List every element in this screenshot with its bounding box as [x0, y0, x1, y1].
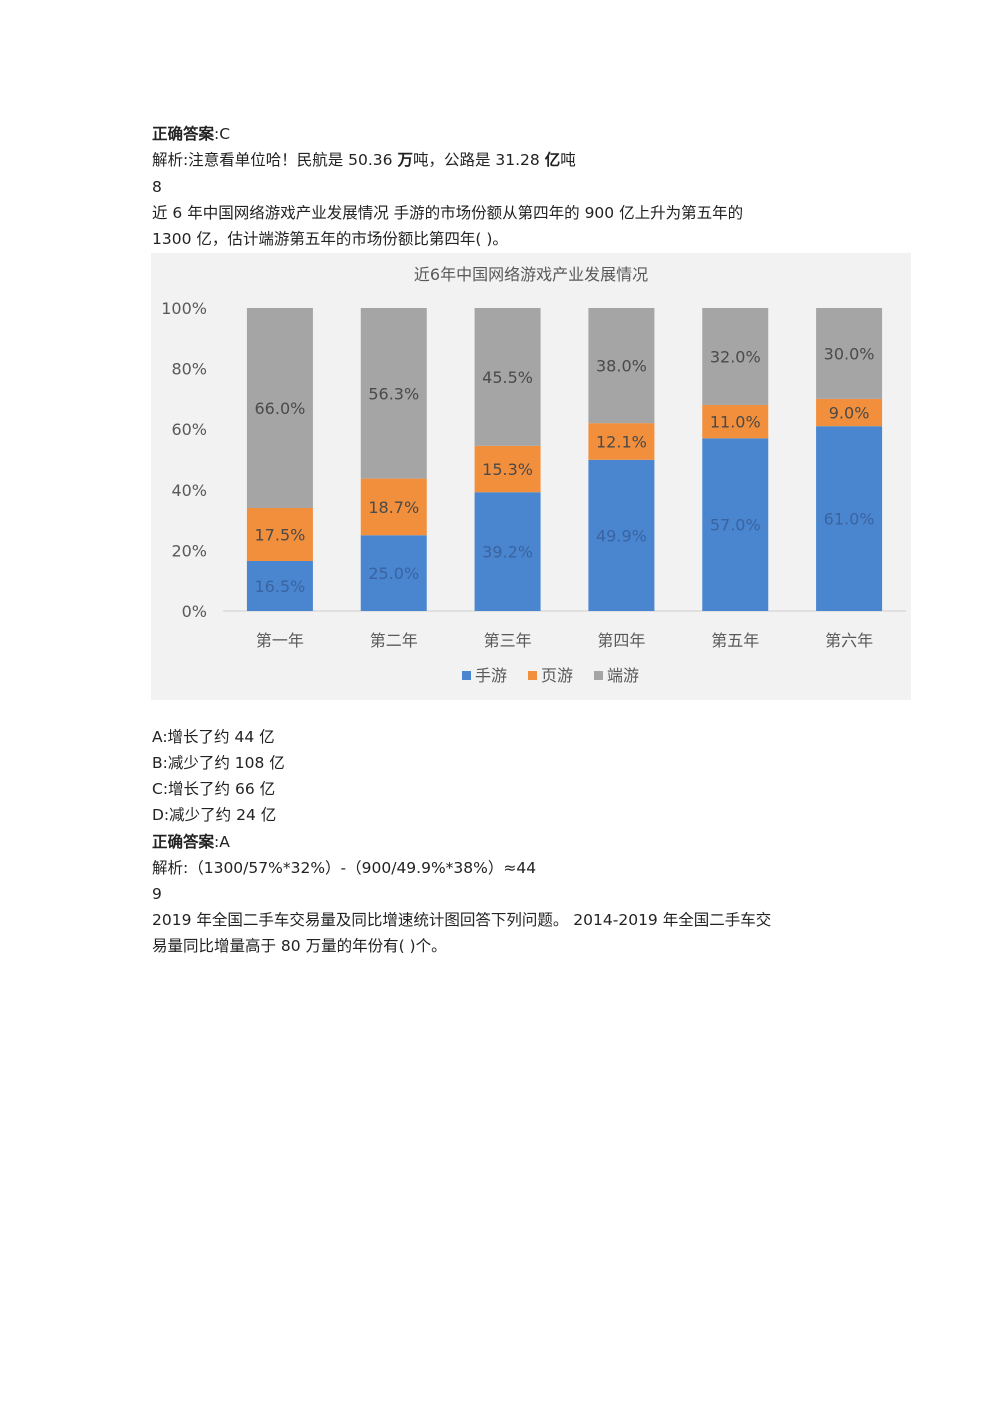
legend-swatch [462, 671, 471, 680]
data-label: 66.0% [255, 399, 306, 418]
data-label: 38.0% [596, 357, 647, 376]
data-label: 57.0% [710, 516, 761, 535]
data-label: 30.0% [824, 344, 875, 363]
bar-segment [474, 492, 541, 611]
answer-label: 正确答案 [152, 833, 215, 851]
legend-swatch [594, 671, 603, 680]
q8-number: 8 [152, 178, 162, 196]
data-label: 18.7% [368, 498, 419, 517]
y-tick-label: 60% [171, 420, 207, 439]
x-tick-label: 第二年 [370, 631, 418, 650]
answer-value: :A [214, 833, 230, 851]
bar-segment [816, 398, 883, 427]
data-label: 9.0% [829, 404, 870, 423]
q8-option-a: A:增长了约 44 亿 [152, 728, 275, 746]
analysis-unit-yi: 亿 [544, 151, 561, 169]
data-label: 16.5% [255, 577, 306, 596]
data-label: 12.1% [596, 432, 647, 451]
answer-label: 正确答案 [152, 125, 215, 143]
legend-label: 端游 [607, 666, 639, 685]
bar-segment [246, 507, 313, 562]
data-label: 11.0% [710, 413, 761, 432]
q7-answer: 正确答案:C [152, 124, 230, 144]
data-label: 39.2% [482, 543, 533, 562]
data-label: 32.0% [710, 347, 761, 366]
bar-segment [588, 423, 655, 460]
chart-svg: 近6年中国网络游戏产业发展情况 0% 20% 40% 60% 80% 100% 16.5% 17… [161, 265, 906, 685]
bar-segment [588, 459, 655, 611]
data-label: 61.0% [824, 510, 875, 529]
q8-question-line1: 近 6 年中国网络游戏产业发展情况 手游的市场份额从第四年的 900 亿上升为第… [152, 204, 744, 222]
chart-title: 近6年中国网络游戏产业发展情况 [414, 265, 648, 284]
analysis-text: 解析:注意看单位哈！民航是 50.36 [152, 151, 398, 169]
x-tick-label: 第一年 [256, 631, 304, 650]
y-tick-label: 0% [182, 602, 207, 621]
q9-question-line2: 易量同比增量高于 80 万量的年份有( )个。 [152, 937, 447, 955]
bar-segment [816, 308, 883, 399]
y-tick-label: 80% [171, 360, 207, 379]
x-tick-label: 第三年 [484, 631, 532, 650]
bar-segment [474, 308, 541, 446]
q8-option-c: C:增长了约 66 亿 [152, 780, 276, 798]
bar-segment [360, 535, 427, 611]
bar-segment [474, 445, 541, 493]
data-label: 56.3% [368, 384, 419, 403]
bar-segment [702, 438, 769, 611]
q8-analysis: 解析:（1300/57%*32%）-（900/49.9%*38%）≈44 [152, 859, 537, 877]
x-tick-label: 第四年 [597, 631, 645, 650]
data-label: 49.9% [596, 526, 647, 545]
q8-answer: 正确答案:A [152, 832, 230, 852]
data-label: 17.5% [255, 525, 306, 544]
data-label: 15.3% [482, 460, 533, 479]
analysis-unit-wan: 万 [397, 151, 413, 169]
answer-value: :C [214, 125, 231, 143]
y-tick-label: 20% [171, 541, 207, 560]
q8-option-d: D:减少了约 24 亿 [152, 806, 277, 824]
bar-segment [702, 308, 769, 405]
q7-analysis: 解析:注意看单位哈！民航是 50.36 万吨，公路是 31.28 亿吨 [152, 150, 576, 170]
q8-question-line2: 1300 亿，估计端游第五年的市场份额比第四年( )。 [152, 230, 508, 248]
stacked-bar-chart: 近6年中国网络游戏产业发展情况 0% 20% 40% 60% 80% 100% 16.5% 17… [151, 253, 911, 700]
bar-segment [246, 308, 313, 508]
bar-segment [360, 478, 427, 536]
analysis-text: 吨，公路是 31.28 [412, 151, 545, 169]
data-label: 25.0% [368, 564, 419, 583]
legend-swatch [528, 671, 537, 680]
legend-label: 页游 [541, 666, 573, 685]
bar-segment [246, 561, 313, 611]
bar-segment [588, 308, 655, 424]
x-tick-label: 第五年 [711, 631, 759, 650]
x-tick-label: 第六年 [825, 631, 873, 650]
y-tick-label: 100% [161, 299, 207, 318]
y-tick-label: 40% [171, 481, 207, 500]
legend-label: 手游 [475, 666, 507, 685]
bar-segment [702, 404, 769, 439]
q8-option-b: B:减少了约 108 亿 [152, 754, 285, 772]
analysis-text: 吨 [560, 151, 576, 169]
q9-question-line1: 2019 年全国二手车交易量及同比增速统计图回答下列问题。 2014-2019 … [152, 911, 772, 929]
bar-segment [816, 426, 883, 611]
q9-number: 9 [152, 885, 162, 903]
data-label: 45.5% [482, 368, 533, 387]
bar-segment [360, 308, 427, 479]
